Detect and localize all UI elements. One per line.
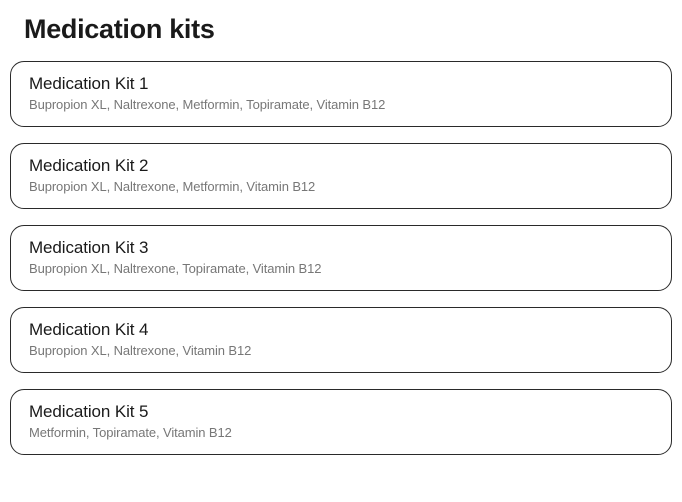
kit-title: Medication Kit 4 (29, 320, 653, 340)
kit-card[interactable]: Medication Kit 5 Metformin, Topiramate, … (10, 389, 672, 455)
kit-medications: Bupropion XL, Naltrexone, Topiramate, Vi… (29, 261, 653, 276)
kit-card[interactable]: Medication Kit 3 Bupropion XL, Naltrexon… (10, 225, 672, 291)
kit-card[interactable]: Medication Kit 4 Bupropion XL, Naltrexon… (10, 307, 672, 373)
kit-card[interactable]: Medication Kit 1 Bupropion XL, Naltrexon… (10, 61, 672, 127)
kit-medications: Bupropion XL, Naltrexone, Metformin, Vit… (29, 179, 653, 194)
kit-medications: Bupropion XL, Naltrexone, Metformin, Top… (29, 97, 653, 112)
kit-title: Medication Kit 3 (29, 238, 653, 258)
kit-title: Medication Kit 2 (29, 156, 653, 176)
kit-title: Medication Kit 5 (29, 402, 653, 422)
kit-medications: Bupropion XL, Naltrexone, Vitamin B12 (29, 343, 653, 358)
kit-medications: Metformin, Topiramate, Vitamin B12 (29, 425, 653, 440)
medication-kits-container: Medication kits Medication Kit 1 Bupropi… (0, 0, 682, 455)
kit-card[interactable]: Medication Kit 2 Bupropion XL, Naltrexon… (10, 143, 672, 209)
page-title: Medication kits (24, 14, 672, 45)
kit-title: Medication Kit 1 (29, 74, 653, 94)
